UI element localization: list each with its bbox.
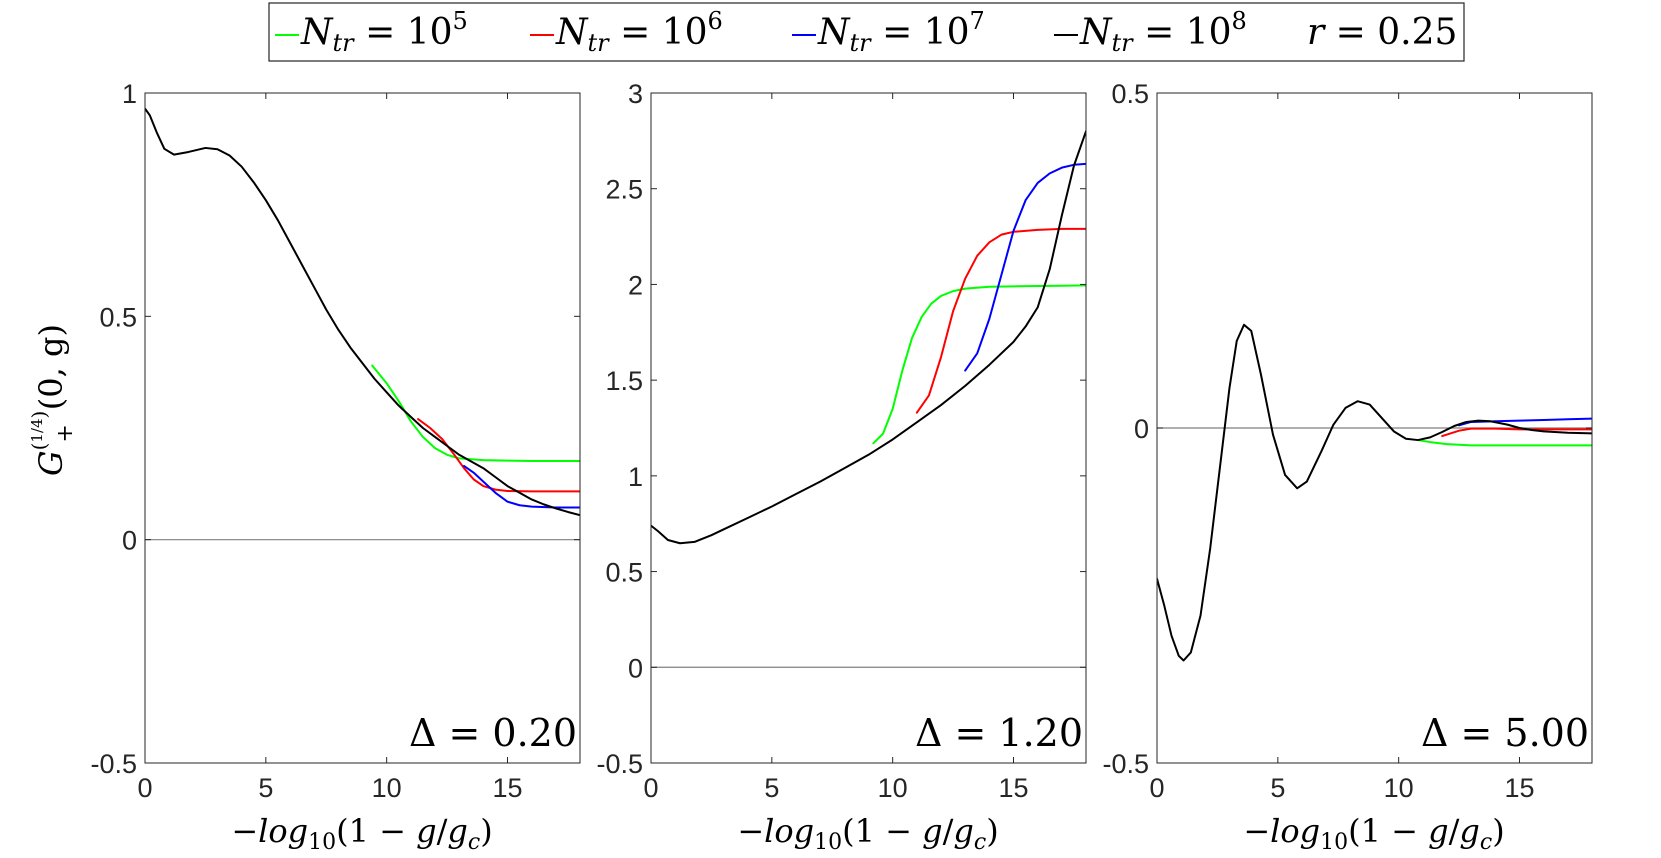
y-tick-label: 1 [122, 79, 137, 109]
x-tick-label: 0 [643, 773, 658, 803]
legend-label-1: Ntr = 105 [300, 7, 468, 57]
x-tick-label: 15 [1504, 773, 1534, 803]
series-line-n-tr-10-8 [651, 130, 1086, 545]
x-axis-label: −log10(1 − g/gc) [737, 812, 998, 855]
series-line-n-tr-10-7 [463, 464, 580, 509]
x-tick-label: 5 [258, 773, 273, 803]
series-line-n-tr-10-5 [371, 364, 580, 463]
y-tick-label: 1.5 [605, 366, 643, 396]
legend-label-2: Ntr = 106 [555, 7, 723, 57]
chart-panel-delta-5-00: 0 5 10 15-0.500.5 Δ = 5.00 −log10(1 − g/gc) [1102, 79, 1593, 855]
y-tick-label: 1 [628, 462, 643, 492]
legend-box [268, 2, 1465, 62]
plot-frame [650, 92, 1087, 764]
x-tick-label: 0 [1149, 773, 1164, 803]
series-line-n-tr-10-7 [964, 162, 1086, 372]
y-tick-label: 0.5 [99, 302, 137, 332]
y-tick-label: 0 [1134, 414, 1149, 444]
chart-panel-delta-0-20: 0 5 10 15-0.500.51 Δ = 0.20 −log10(1 − g/gc… [90, 79, 581, 855]
x-tick-label: 5 [764, 773, 779, 803]
x-tick-label: 10 [372, 773, 402, 803]
y-tick-label: 0 [628, 653, 643, 683]
panel-label: Δ = 0.20 [409, 711, 577, 755]
x-tick-label: 10 [1384, 773, 1414, 803]
plot-area [651, 93, 1086, 763]
series-line-n-tr-10-6 [915, 227, 1086, 414]
x-tick-label: 10 [878, 773, 908, 803]
y-tick-label: 0.5 [1111, 79, 1149, 109]
panel-label: Δ = 5.00 [1421, 711, 1589, 755]
legend-label-4: Ntr = 108 [1079, 7, 1247, 57]
x-tick-label: 15 [998, 773, 1028, 803]
legend: Ntr = 105 Ntr = 106 Ntr = 107 Ntr = 108 … [268, 2, 1465, 62]
chart-panel-delta-1-20: 0 5 10 15-0.500.511.522.53 Δ = 1.20 −log10(… [596, 79, 1087, 855]
x-axis-label: −log10(1 − g/gc) [1243, 812, 1504, 855]
panel-label: Δ = 1.20 [915, 711, 1083, 755]
series-line-n-tr-10-5 [872, 284, 1086, 445]
series-line-n-tr-10-6 [1441, 427, 1592, 438]
y-tick-label: -0.5 [1102, 749, 1149, 779]
legend-entry-3: Ntr = 107 [792, 7, 985, 57]
legend-entry-2: Ntr = 106 [530, 7, 723, 57]
x-axis-label: −log10(1 − g/gc) [231, 812, 492, 855]
y-tick-label: -0.5 [596, 749, 643, 779]
series-line-n-tr-10-8 [145, 107, 580, 517]
plot-area [145, 93, 580, 763]
y-tick-label: 0 [122, 526, 137, 556]
series-line-n-tr-10-8 [1157, 323, 1592, 662]
legend-entry-4: Ntr = 108 [1054, 7, 1247, 57]
series-line-n-tr-10-5 [1417, 439, 1592, 447]
legend-parameter-r: r = 0.25 [1307, 12, 1457, 53]
legend-entry-1: Ntr = 105 [275, 7, 468, 57]
x-tick-label: 0 [137, 773, 152, 803]
series-line-n-tr-10-6 [417, 418, 580, 493]
y-axis-label: G(1/4)+(0, g) [27, 324, 78, 476]
y-tick-label: 0.5 [605, 558, 643, 588]
y-tick-label: 2.5 [605, 175, 643, 205]
x-tick-label: 15 [492, 773, 522, 803]
y-tick-label: 2 [628, 270, 643, 300]
plot-frame [144, 92, 581, 764]
y-tick-label: -0.5 [90, 749, 137, 779]
y-tick-label: 3 [628, 79, 643, 109]
plot-frame [1156, 92, 1593, 764]
x-tick-label: 5 [1270, 773, 1285, 803]
legend-label-3: Ntr = 107 [817, 7, 985, 57]
